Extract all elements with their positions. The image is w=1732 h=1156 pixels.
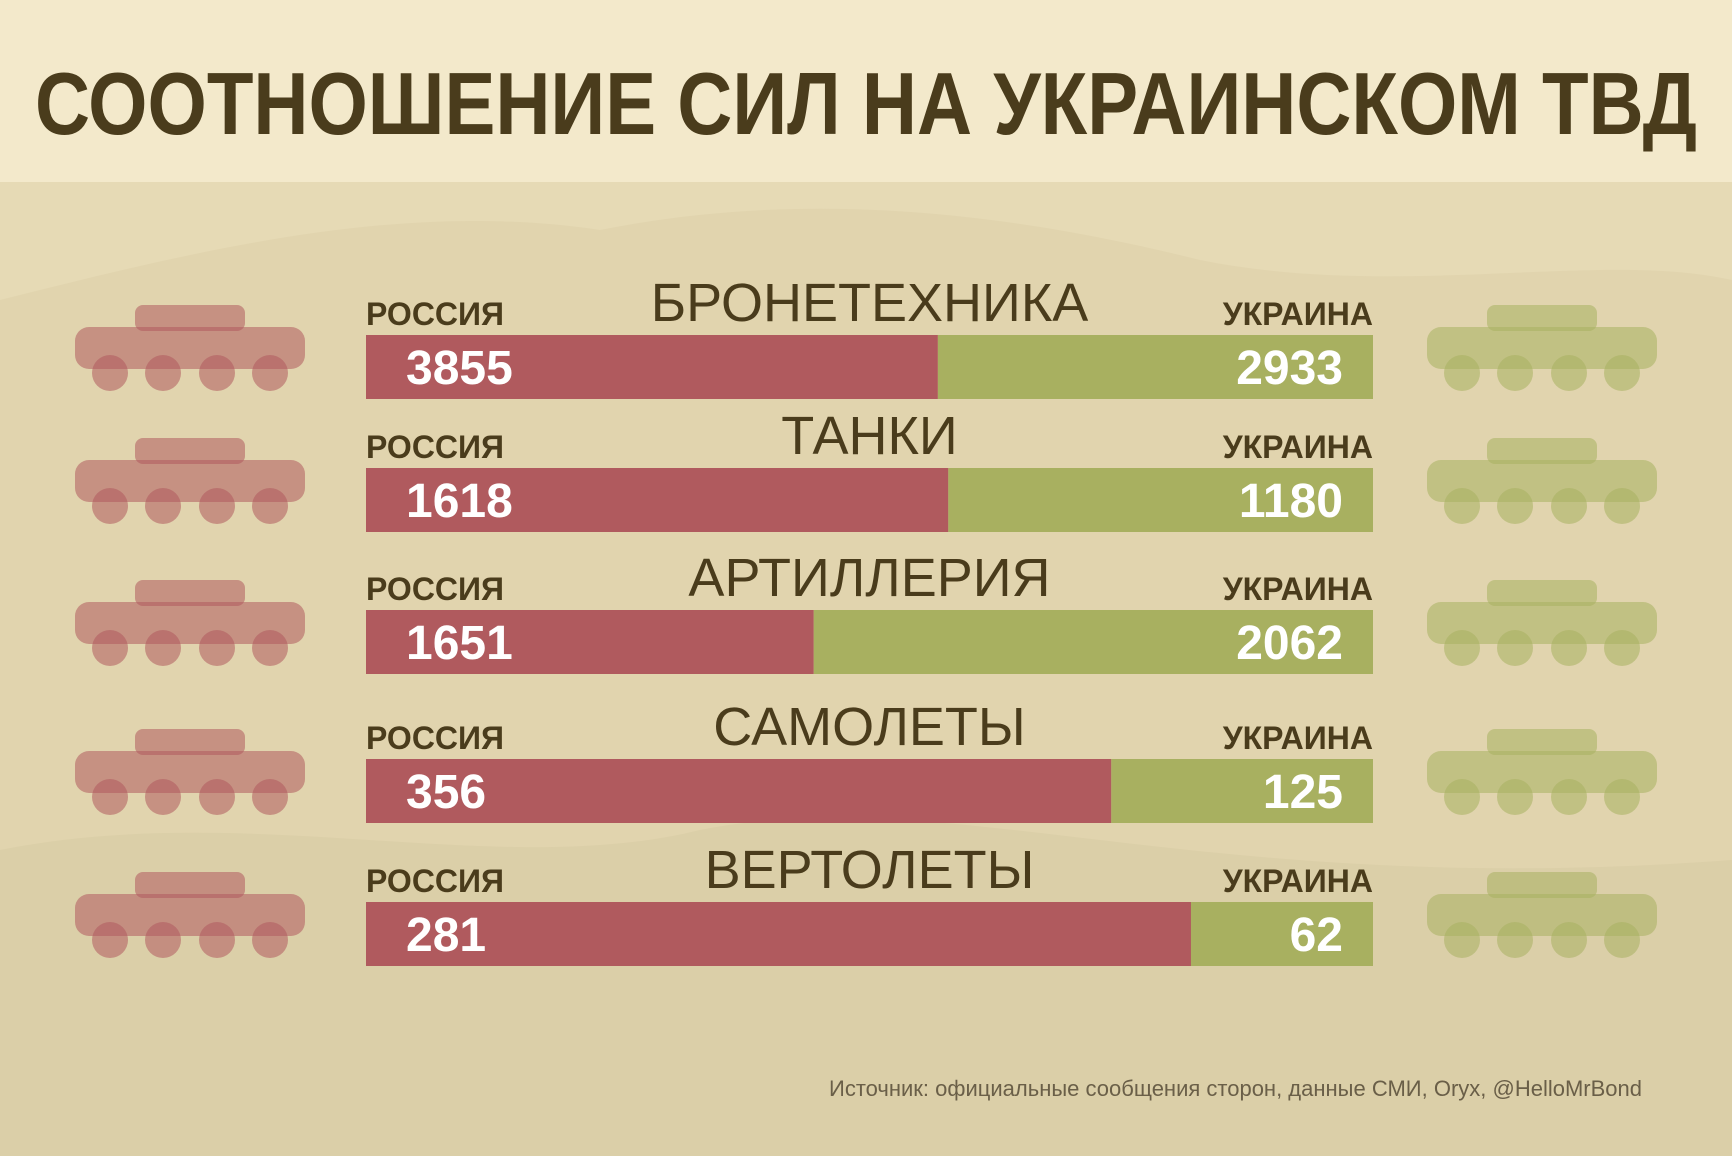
icon (252, 355, 288, 391)
icon (1497, 630, 1533, 666)
icon (1427, 602, 1657, 644)
icon (1487, 305, 1597, 331)
legend-label: РОССИЯ (366, 571, 504, 607)
value-label: 62 (1290, 909, 1343, 962)
icon (1604, 922, 1640, 958)
category-label: БРОНЕТЕХНИКА (651, 273, 1089, 333)
icon (1551, 630, 1587, 666)
bar-segment (366, 759, 1112, 823)
value-label: 356 (406, 766, 486, 819)
icon (1551, 922, 1587, 958)
legend-label: РОССИЯ (366, 296, 504, 332)
value-label: 125 (1263, 766, 1343, 819)
icon (1444, 922, 1480, 958)
bar-segment (948, 468, 1373, 532)
icon (199, 488, 235, 524)
icon (252, 630, 288, 666)
icon (252, 488, 288, 524)
icon (1497, 922, 1533, 958)
icon (1604, 630, 1640, 666)
icon (1604, 355, 1640, 391)
bar-segment (366, 902, 1191, 966)
icon (92, 355, 128, 391)
icon (1551, 355, 1587, 391)
icon (1497, 488, 1533, 524)
legend-label: РОССИЯ (366, 720, 504, 756)
legend-label: РОССИЯ (366, 429, 504, 465)
legend-label: УКРАИНА (1223, 296, 1373, 332)
value-label: 3855 (406, 342, 513, 395)
category-label: ВЕРТОЛЕТЫ (705, 840, 1035, 900)
icon (75, 460, 305, 502)
icon (135, 580, 245, 606)
value-label: 281 (406, 909, 486, 962)
icon (75, 751, 305, 793)
icon (252, 922, 288, 958)
chart-title: СООТНОШЕНИЕ СИЛ НА УКРАИНСКОМ ТВД (35, 54, 1697, 153)
icon (1604, 779, 1640, 815)
icon (75, 602, 305, 644)
icon (145, 488, 181, 524)
legend-label: УКРАИНА (1223, 571, 1373, 607)
icon (1551, 779, 1587, 815)
value-label: 2933 (1236, 342, 1343, 395)
legend-label: УКРАИНА (1223, 720, 1373, 756)
icon (145, 922, 181, 958)
icon (92, 922, 128, 958)
icon (1487, 872, 1597, 898)
icon (252, 779, 288, 815)
icon (199, 779, 235, 815)
category-label: АРТИЛЛЕРИЯ (688, 548, 1050, 608)
value-label: 1618 (406, 475, 513, 528)
icon (92, 488, 128, 524)
bar-segment (937, 335, 1373, 399)
bar-segment (366, 468, 949, 532)
icon (135, 729, 245, 755)
icon (199, 922, 235, 958)
icon (1497, 779, 1533, 815)
icon (135, 305, 245, 331)
value-label: 1651 (406, 617, 513, 670)
value-label: 1180 (1239, 475, 1343, 528)
icon (1551, 488, 1587, 524)
icon (92, 630, 128, 666)
icon (1487, 729, 1597, 755)
source: Источник: официальные сообщения сторон, … (829, 1076, 1642, 1101)
legend-label: УКРАИНА (1223, 863, 1373, 899)
icon (145, 779, 181, 815)
icon (199, 630, 235, 666)
icon (1444, 779, 1480, 815)
icon (1487, 580, 1597, 606)
category-label: ТАНКИ (781, 406, 957, 466)
icon (135, 872, 245, 898)
icon (135, 438, 245, 464)
icon (1444, 630, 1480, 666)
legend-label: УКРАИНА (1223, 429, 1373, 465)
icon (1427, 751, 1657, 793)
bar-segment (1190, 902, 1373, 966)
icon (75, 327, 305, 369)
bar-segment (366, 610, 814, 674)
icon (145, 630, 181, 666)
icon (1427, 894, 1657, 936)
category-label: САМОЛЕТЫ (713, 697, 1025, 757)
icon (92, 779, 128, 815)
icon (1604, 488, 1640, 524)
bar-segment (813, 610, 1373, 674)
icon (75, 894, 305, 936)
legend-label: РОССИЯ (366, 863, 504, 899)
icon (1427, 460, 1657, 502)
header (0, 0, 1732, 182)
icon (199, 355, 235, 391)
icon (145, 355, 181, 391)
bar-segment (366, 335, 938, 399)
bar-segment (1111, 759, 1373, 823)
icon (1487, 438, 1597, 464)
value-label: 2062 (1236, 617, 1343, 670)
icon (1427, 327, 1657, 369)
icon (1497, 355, 1533, 391)
icon (1444, 488, 1480, 524)
icon (1444, 355, 1480, 391)
